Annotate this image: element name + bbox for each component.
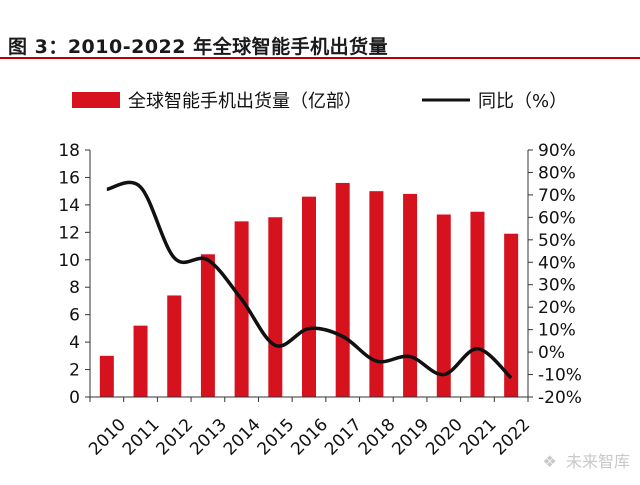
- x-tick-label: 2017: [321, 415, 366, 460]
- x-tick-label: 2018: [355, 415, 400, 460]
- y-right-tick-label: 0%: [538, 343, 565, 363]
- title-divider: [0, 57, 640, 59]
- x-tick-label: 2022: [489, 415, 534, 460]
- y-left-tick-label: 18: [58, 141, 80, 161]
- bar-2017: [335, 182, 350, 397]
- bar-2019: [403, 193, 418, 397]
- legend-swatch-shipments: [72, 92, 120, 108]
- y-left-tick-label: 4: [69, 333, 80, 353]
- y-left-tick-label: 0: [69, 388, 80, 408]
- bar-2014: [234, 221, 249, 397]
- x-tick-label: 2015: [254, 415, 299, 460]
- x-tick-label: 2021: [456, 415, 501, 460]
- bar-2022: [504, 233, 519, 397]
- bar-2020: [436, 214, 451, 397]
- y-right-tick-label: 80%: [538, 163, 576, 183]
- x-tick-label: 2010: [85, 415, 130, 460]
- y-right-tick-label: 10%: [538, 321, 576, 341]
- watermark-text: 未来智库: [565, 452, 630, 471]
- y-left-tick-label: 2: [69, 361, 80, 381]
- bar-2015: [268, 217, 283, 397]
- bar-2018: [369, 191, 384, 397]
- y-right-tick-label: 40%: [538, 253, 576, 273]
- y-right-tick-label: 90%: [538, 141, 576, 161]
- x-tick-label: 2014: [220, 415, 265, 460]
- y-right-tick-label: 50%: [538, 231, 576, 251]
- x-tick-label: 2011: [119, 415, 164, 460]
- watermark: ❖ 未来智库: [543, 448, 630, 472]
- bar-2010: [99, 355, 114, 397]
- y-right-tick-label: 20%: [538, 298, 576, 318]
- y-left-tick-label: 10: [58, 251, 80, 271]
- legend-label-shipments: 全球智能手机出货量（亿部）: [128, 91, 362, 112]
- legend-label-yoy: 同比（%）: [478, 91, 567, 112]
- y-left-tick-label: 12: [58, 223, 80, 243]
- y-left-tick-label: 14: [58, 196, 80, 216]
- axes: 0 2 4 6 8 10 12 14 16 18 -20%-10% 0%10% 20%30% 40%50%…: [58, 141, 582, 460]
- y-left-tick-label: 8: [69, 278, 80, 298]
- bar-2021: [470, 211, 485, 397]
- y-right-tick-label: -20%: [538, 388, 582, 408]
- y-left-tick-label: 16: [58, 168, 80, 188]
- y-right-tick-label: -10%: [538, 366, 582, 386]
- x-tick-label: 2016: [287, 415, 332, 460]
- y-right-tick-label: 30%: [538, 276, 576, 296]
- line-series: [106, 180, 513, 380]
- x-tick-label: 2013: [186, 415, 231, 460]
- x-tick-label: 2020: [422, 415, 467, 460]
- x-tick-label: 2012: [153, 415, 198, 460]
- y-right-tick-label: 60%: [538, 208, 576, 228]
- legend: 全球智能手机出货量（亿部） 同比（%）: [72, 91, 567, 112]
- bar-2012: [167, 295, 182, 397]
- chat-bubble-icon: ❖: [542, 452, 557, 471]
- y-left-tick-label: 6: [69, 306, 80, 326]
- x-tick-label: 2019: [388, 415, 433, 460]
- bar-2013: [200, 254, 215, 397]
- y-right-tick-label: 70%: [538, 186, 576, 206]
- figure-title: 图 3：2010-2022 年全球智能手机出货量: [8, 36, 389, 58]
- bar-2011: [133, 325, 148, 397]
- bar-2016: [302, 196, 316, 397]
